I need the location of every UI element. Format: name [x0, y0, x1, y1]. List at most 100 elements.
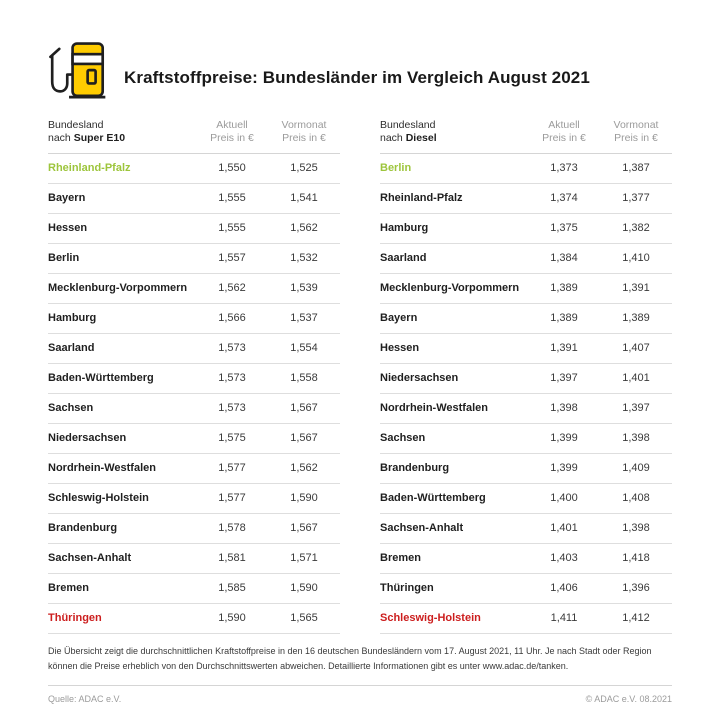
state-name: Saarland [48, 333, 196, 364]
aktuell-value: 1,399 [528, 423, 600, 454]
state-name: Niedersachsen [380, 363, 528, 394]
table-row: Schleswig-Holstein 1,411 1,412 [380, 603, 672, 634]
state-name: Bremen [380, 543, 528, 574]
table-row: Bremen 1,403 1,418 [380, 543, 672, 574]
state-name: Schleswig-Holstein [48, 483, 196, 514]
vormonat-value: 1,397 [600, 393, 672, 424]
table-row: Hessen 1,555 1,562 [48, 213, 340, 244]
table-row: Niedersachsen 1,397 1,401 [380, 363, 672, 394]
table-row: Hamburg 1,375 1,382 [380, 213, 672, 244]
vormonat-value: 1,408 [600, 483, 672, 514]
fuel-price-table: Bundesland nach Super E10 Aktuell Preis … [48, 119, 340, 634]
aktuell-value: 1,550 [196, 153, 268, 184]
vormonat-value: 1,567 [268, 513, 340, 544]
header: Kraftstoffpreise: Bundesländer im Vergle… [0, 0, 710, 106]
vormonat-value: 1,377 [600, 183, 672, 214]
vormonat-value: 1,567 [268, 423, 340, 454]
table-row: Thüringen 1,406 1,396 [380, 573, 672, 604]
table-row: Baden-Württemberg 1,400 1,408 [380, 483, 672, 514]
state-name: Bremen [48, 573, 196, 604]
vormonat-value: 1,567 [268, 393, 340, 424]
state-name: Hessen [380, 333, 528, 364]
tables-container: Bundesland nach Super E10 Aktuell Preis … [0, 106, 710, 634]
state-name: Bayern [380, 303, 528, 334]
vormonat-value: 1,562 [268, 213, 340, 244]
aktuell-value: 1,384 [528, 243, 600, 274]
vormonat-value: 1,554 [268, 333, 340, 364]
state-name: Sachsen [48, 393, 196, 424]
table-row: Bayern 1,389 1,389 [380, 303, 672, 334]
table-row: Thüringen 1,590 1,565 [48, 603, 340, 634]
state-name: Brandenburg [380, 453, 528, 484]
vormonat-value: 1,407 [600, 333, 672, 364]
aktuell-value: 1,406 [528, 573, 600, 604]
vormonat-value: 1,539 [268, 273, 340, 304]
state-name: Bayern [48, 183, 196, 214]
aktuell-value: 1,581 [196, 543, 268, 574]
table-row: Berlin 1,373 1,387 [380, 153, 672, 184]
aktuell-value: 1,557 [196, 243, 268, 274]
aktuell-value: 1,400 [528, 483, 600, 514]
column-header-vormonat: Vormonat Preis in € [600, 119, 672, 154]
table-row: Hessen 1,391 1,407 [380, 333, 672, 364]
state-name: Thüringen [48, 603, 196, 634]
state-name: Thüringen [380, 573, 528, 604]
aktuell-value: 1,573 [196, 333, 268, 364]
table-row: Hamburg 1,566 1,537 [48, 303, 340, 334]
state-name: Niedersachsen [48, 423, 196, 454]
copyright-label: © ADAC e.V. 08.2021 [585, 694, 672, 704]
state-name: Sachsen-Anhalt [48, 543, 196, 574]
column-header-vormonat: Vormonat Preis in € [268, 119, 340, 154]
state-name: Rheinland-Pfalz [48, 153, 196, 184]
aktuell-value: 1,411 [528, 603, 600, 634]
vormonat-value: 1,562 [268, 453, 340, 484]
vormonat-value: 1,541 [268, 183, 340, 214]
aktuell-value: 1,399 [528, 453, 600, 484]
state-name: Hessen [48, 213, 196, 244]
aktuell-value: 1,585 [196, 573, 268, 604]
vormonat-value: 1,571 [268, 543, 340, 574]
vormonat-value: 1,590 [268, 573, 340, 604]
fuel-price-table: Bundesland nach Diesel Aktuell Preis in … [380, 119, 672, 634]
state-name: Hamburg [48, 303, 196, 334]
state-name: Baden-Württemberg [48, 363, 196, 394]
table-row: Sachsen 1,399 1,398 [380, 423, 672, 454]
vormonat-value: 1,565 [268, 603, 340, 634]
table-header-row: Bundesland nach Diesel Aktuell Preis in … [380, 119, 672, 154]
aktuell-value: 1,573 [196, 393, 268, 424]
state-name: Nordrhein-Westfalen [48, 453, 196, 484]
state-name: Schleswig-Holstein [380, 603, 528, 634]
vormonat-value: 1,382 [600, 213, 672, 244]
aktuell-value: 1,555 [196, 213, 268, 244]
table-row: Sachsen-Anhalt 1,401 1,398 [380, 513, 672, 544]
table-row: Saarland 1,384 1,410 [380, 243, 672, 274]
table-row: Mecklenburg-Vorpommern 1,562 1,539 [48, 273, 340, 304]
table-row: Bremen 1,585 1,590 [48, 573, 340, 604]
table-row: Brandenburg 1,578 1,567 [48, 513, 340, 544]
aktuell-value: 1,401 [528, 513, 600, 544]
state-name: Berlin [380, 153, 528, 184]
state-name: Saarland [380, 243, 528, 274]
column-header-aktuell: Aktuell Preis in € [196, 119, 268, 154]
vormonat-value: 1,532 [268, 243, 340, 274]
vormonat-value: 1,389 [600, 303, 672, 334]
vormonat-value: 1,590 [268, 483, 340, 514]
aktuell-value: 1,555 [196, 183, 268, 214]
table-row: Nordrhein-Westfalen 1,577 1,562 [48, 453, 340, 484]
aktuell-value: 1,389 [528, 303, 600, 334]
table-header-row: Bundesland nach Super E10 Aktuell Preis … [48, 119, 340, 154]
state-name: Brandenburg [48, 513, 196, 544]
state-name: Sachsen-Anhalt [380, 513, 528, 544]
fuel-pump-icon [46, 36, 108, 106]
footer: Quelle: ADAC e.V. © ADAC e.V. 08.2021 [48, 685, 672, 704]
state-name: Rheinland-Pfalz [380, 183, 528, 214]
vormonat-value: 1,409 [600, 453, 672, 484]
aktuell-value: 1,375 [528, 213, 600, 244]
table-row: Sachsen-Anhalt 1,581 1,571 [48, 543, 340, 574]
table-row: Rheinland-Pfalz 1,374 1,377 [380, 183, 672, 214]
aktuell-value: 1,562 [196, 273, 268, 304]
fuel-type-label: Super E10 [73, 132, 126, 144]
table-row: Mecklenburg-Vorpommern 1,389 1,391 [380, 273, 672, 304]
table-row: Berlin 1,557 1,532 [48, 243, 340, 274]
